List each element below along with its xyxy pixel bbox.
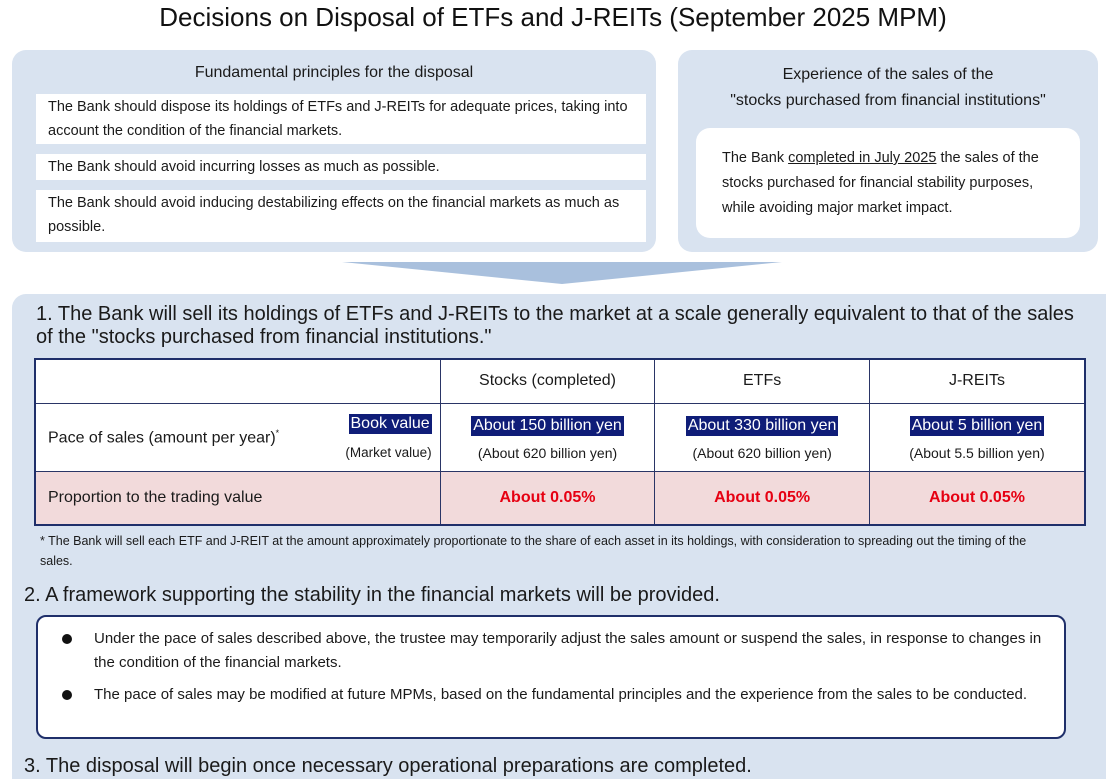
proportion-label: Proportion to the trading value <box>34 470 441 526</box>
market-value: (About 620 billion yen) <box>477 444 618 461</box>
point-3-heading: 3. The disposal will begin once necessar… <box>24 755 752 777</box>
pace-label-text: Pace of sales (amount per year) <box>48 428 276 446</box>
principles-heading: Fundamental principles for the disposal <box>194 64 474 81</box>
pace-cell: About 150 billion yen (About 620 billion… <box>439 402 656 472</box>
pace-label: Pace of sales (amount per year)* <box>48 428 279 447</box>
experience-panel: Experience of the sales of the "stocks p… <box>678 50 1098 252</box>
principle-item: The Bank should avoid incurring losses a… <box>36 154 646 180</box>
market-value: (About 5.5 billion yen) <box>909 444 1045 461</box>
market-value: (About 620 billion yen) <box>692 444 832 461</box>
principles-panel: Fundamental principles for the disposal … <box>12 50 656 252</box>
experience-text: The Bank completed in July 2025 the sale… <box>696 128 1080 238</box>
framework-item: Under the pace of sales described above,… <box>94 630 1042 671</box>
bullet-icon <box>62 690 72 700</box>
framework-item: The pace of sales may be modified at fut… <box>94 686 1028 703</box>
experience-text-start: The Bank <box>722 150 789 166</box>
book-value-label: Book value <box>348 413 432 434</box>
book-value: About 5 billion yen <box>909 415 1045 436</box>
point-1-heading: 1. The Bank will sell its holdings of ET… <box>36 303 1074 348</box>
footnote: * The Bank will sell each ETF and J-REIT… <box>40 534 1027 568</box>
table-row: Proportion to the trading value About 0.… <box>34 470 1086 526</box>
page-title: Decisions on Disposal of ETFs and J-REIT… <box>159 2 947 32</box>
framework-box: Under the pace of sales described above,… <box>36 615 1066 739</box>
point-2-heading: 2. A framework supporting the stability … <box>24 584 720 606</box>
principle-item: The Bank should dispose its holdings of … <box>36 94 646 144</box>
principle-item: The Bank should avoid inducing destabili… <box>36 190 646 242</box>
table-header-cell: ETFs <box>654 358 870 404</box>
bullet-icon <box>62 634 72 644</box>
experience-completed-date: completed in July 2025 <box>788 150 937 166</box>
table-header-row: Stocks (completed) ETFs J-REITs <box>34 358 1086 404</box>
down-arrow-icon <box>342 262 782 284</box>
experience-heading: Experience of the sales of the "stocks p… <box>678 62 1098 114</box>
table-header-cell: J-REITs <box>868 358 1086 404</box>
pace-cell: About 5 billion yen (About 5.5 billion y… <box>868 402 1086 472</box>
sales-table: Stocks (completed) ETFs J-REITs Pace of … <box>34 358 1086 526</box>
proportion-value: About 0.05% <box>439 470 656 526</box>
pace-label-cell: Pace of sales (amount per year)* Book va… <box>34 402 441 472</box>
table-header-cell: Stocks (completed) <box>439 358 656 404</box>
proportion-value: About 0.05% <box>868 470 1086 526</box>
experience-text-end: the sales of the stocks purchased for fi… <box>722 150 1039 216</box>
proportion-value: About 0.05% <box>654 470 870 526</box>
book-value: About 330 billion yen <box>685 415 839 436</box>
experience-heading-line1: Experience of the sales of the <box>782 66 994 83</box>
table-header-cell <box>34 358 441 404</box>
pace-cell: About 330 billion yen (About 620 billion… <box>654 402 870 472</box>
market-value-label: (Market value) <box>345 444 432 460</box>
footnote-mark: * <box>275 427 280 438</box>
book-value: About 150 billion yen <box>471 415 624 436</box>
experience-heading-line2: "stocks purchased from financial institu… <box>730 92 1046 109</box>
table-row: Pace of sales (amount per year)* Book va… <box>34 402 1086 472</box>
